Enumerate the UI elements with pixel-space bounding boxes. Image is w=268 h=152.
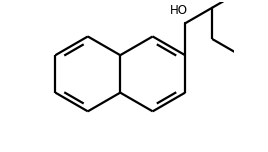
Text: HO: HO	[170, 4, 188, 17]
